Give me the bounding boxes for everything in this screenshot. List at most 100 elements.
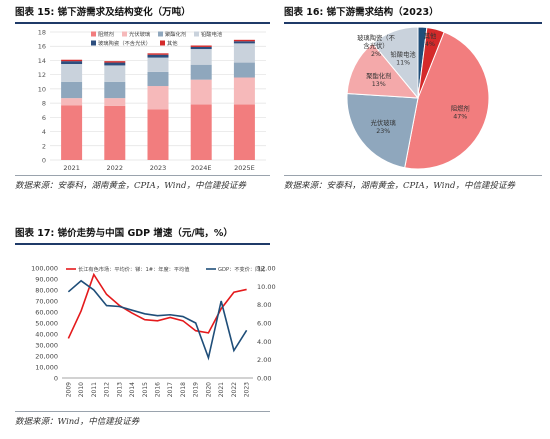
fig17-xtick-label: 2016 [155, 382, 162, 397]
fig17-xtick-label: 2012 [104, 382, 111, 397]
fig15-bar-segment [147, 53, 169, 55]
fig15-legend-swatch [91, 40, 96, 46]
fig15-bar-segment [104, 65, 126, 82]
fig16-slice-label: 玻璃陶瓷（不含光伏）2% [357, 33, 395, 58]
fig16-slice-value: 11% [396, 60, 410, 67]
fig15-bar-segment [104, 105, 126, 160]
fig15-ytick-label: 4 [42, 128, 46, 136]
fig15-bar-segment [61, 105, 83, 160]
fig17-source: 数据来源：Wind，中信建投证券 [15, 417, 140, 427]
fig17-ytick-left: 0 [54, 375, 58, 383]
fig16-pie-slice [346, 93, 419, 169]
fig16-pie-slice [417, 27, 445, 99]
fig15-ytick-label: 18 [38, 29, 46, 37]
fig15-bar-segment [147, 109, 169, 160]
fig17-xtick-label: 2021 [218, 382, 225, 397]
fig15-bar-segment [233, 104, 255, 160]
fig16-pie-slice [404, 31, 490, 170]
fig17-xtick-label: 2019 [193, 382, 200, 397]
fig15-bar-segment [147, 71, 169, 87]
fig17-xtick-label: 2020 [205, 382, 212, 397]
fig15-ytick-label: 8 [42, 100, 46, 108]
fig17-ytick-right: 10.00 [257, 283, 276, 291]
fig17-ytick-right: 12.00 [257, 265, 276, 273]
fig17-ytick-right: 4.00 [257, 338, 271, 346]
fig15-bar-segment [61, 98, 83, 106]
fig15-xtick-label: 2024E [191, 164, 212, 172]
fig17-ytick-left: 80,000 [35, 287, 58, 295]
fig17-ytick-right: 2.00 [257, 356, 271, 364]
fig17-xtick-label: 2014 [129, 382, 136, 397]
fig15-ytick-label: 6 [42, 114, 46, 122]
fig16-divider [284, 175, 542, 176]
fig16-slice-name: 其他 [424, 31, 437, 40]
fig16-slice-value: 47% [453, 113, 467, 120]
fig15-legend-label: 聚酯化剂 [165, 30, 186, 38]
fig15-bar-segment [190, 49, 212, 65]
fig15-bar-segment [233, 41, 255, 44]
fig17-ytick-left: 10,000 [35, 364, 58, 372]
fig16-slice-name: 铅酸电池 [390, 50, 416, 59]
fig15-ytick-label: 14 [38, 57, 46, 65]
fig15-bar-segment [190, 79, 212, 105]
fig15-legend-swatch [194, 31, 199, 37]
fig16-slice-name: 玻璃陶瓷（不 [357, 33, 395, 42]
fig15-bar-segment [104, 62, 126, 66]
fig15-bar-segment [61, 81, 83, 99]
fig15-bar-segment [190, 64, 212, 80]
fig17-xtick-label: 2023 [244, 382, 251, 397]
fig17-ytick-right: 6.00 [257, 320, 271, 328]
fig15-legend-label: 阻燃剂 [98, 30, 114, 38]
fig15-title: 图表 15: 锑下游需求及结构变化（万吨） [15, 5, 270, 24]
fig16-slice-value: 2% [371, 51, 381, 58]
fig15-bar-segment [104, 81, 126, 99]
fig16-slice-value: 4% [425, 41, 435, 48]
fig17-divider [15, 411, 270, 412]
fig15-xtick-label: 2022 [107, 164, 124, 172]
fig15-ytick-label: 2 [42, 142, 46, 150]
fig17-ytick-left: 50,000 [35, 320, 58, 328]
fig15-ytick-label: 10 [38, 85, 46, 93]
fig15-xtick-label: 2023 [150, 164, 167, 172]
fig17-gdp-line [67, 279, 248, 361]
fig15-legend-swatch [122, 31, 127, 37]
fig17-ytick-left: 20,000 [35, 353, 58, 361]
fig16-source: 数据来源：安泰科，湖南黄金，CPIA，Wind，中信建投证券 [284, 181, 515, 191]
fig17-xtick-label: 2011 [91, 382, 98, 397]
fig15-bar-segment [61, 61, 83, 64]
fig16-slice-name: 聚酯化剂 [366, 71, 391, 80]
fig15-legend-label: 玻璃陶瓷（不含光伏） [98, 39, 151, 47]
fig17-ytick-left: 40,000 [35, 331, 58, 339]
fig15-bar-segment [233, 62, 255, 78]
fig17-ytick-right: 8.00 [257, 301, 271, 309]
fig15-ytick-label: 16 [38, 43, 46, 51]
fig15-legend-swatch [91, 31, 96, 37]
fig15-legend-label: 光伏玻璃 [129, 30, 151, 38]
fig15-xtick-label: 2021 [63, 164, 80, 172]
fig17-xtick-label: 2010 [78, 382, 85, 397]
fig16-slice-value: 13% [372, 81, 386, 88]
fig17-xtick-label: 2018 [180, 382, 187, 397]
fig17-xtick-label: 2022 [231, 382, 238, 397]
fig15-bar-segment [190, 45, 212, 47]
fig15-bar-segment [190, 104, 212, 160]
fig16-slice-label: 其他4% [424, 31, 437, 48]
fig15-legend-swatch [158, 31, 163, 37]
fig16-pie-slice [346, 42, 420, 99]
fig15-bar-segment [104, 61, 126, 63]
fig15-divider [15, 175, 270, 176]
fig15-ytick-label: 0 [42, 157, 46, 165]
fig15-source: 数据来源：安泰科，湖南黄金，CPIA，Wind，中信建投证券 [15, 181, 246, 191]
fig17-ytick-right: 0.00 [257, 375, 271, 383]
fig17-xtick-label: 2015 [142, 382, 149, 397]
fig16-title: 图表 16: 锑下游需求结构（2023） [284, 5, 542, 24]
fig15-legend-swatch [160, 40, 165, 46]
fig17-xtick-label: 2013 [116, 382, 123, 397]
fig15-bar-segment [61, 59, 83, 62]
fig16-slice-name: 阻燃剂 [451, 103, 470, 112]
